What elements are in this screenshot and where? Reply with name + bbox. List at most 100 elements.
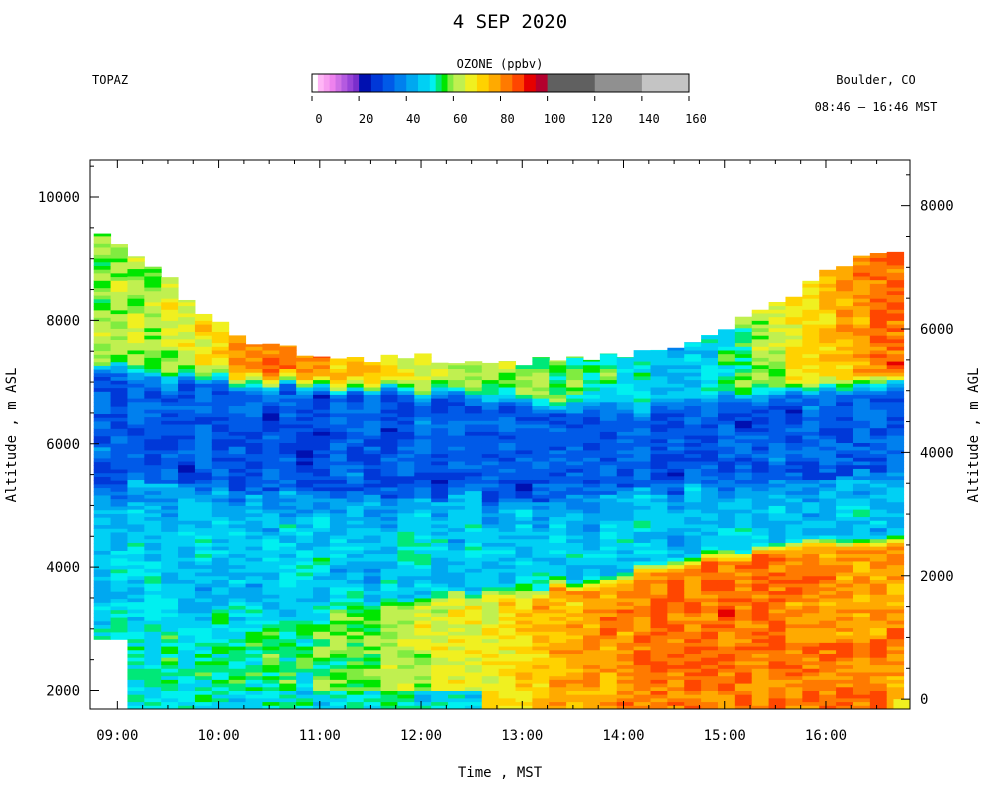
heatmap-cell [464, 564, 483, 569]
heatmap-cell [464, 586, 483, 592]
heatmap-cell [566, 664, 584, 669]
heatmap-cell [633, 572, 652, 577]
heatmap-cell [633, 379, 652, 384]
heatmap-cell [802, 431, 820, 436]
heatmap-cell [194, 616, 213, 621]
heatmap-cell [296, 657, 314, 662]
heatmap-cell [144, 498, 162, 503]
heatmap-cell [211, 523, 230, 529]
heatmap-cell [650, 409, 668, 414]
heatmap-cell [346, 416, 365, 421]
heatmap-cell [363, 553, 382, 558]
heatmap-cell [397, 364, 415, 369]
heatmap-cell [852, 646, 871, 651]
heatmap-cell [110, 620, 128, 625]
heatmap-cell [127, 671, 145, 677]
heatmap-cell [684, 342, 702, 347]
heatmap-cell [583, 671, 601, 677]
heatmap-cell [650, 516, 668, 521]
heatmap-cell [464, 486, 483, 492]
heatmap-cell [549, 557, 567, 562]
heatmap-cell [144, 671, 162, 677]
heatmap-cell [346, 620, 365, 625]
heatmap-cell [667, 694, 685, 699]
heatmap-cell [599, 683, 618, 688]
heatmap-cell [599, 531, 618, 536]
heatmap-cell [498, 516, 517, 521]
heatmap-cell [532, 401, 550, 407]
heatmap-cell [785, 361, 803, 366]
heatmap-cell [346, 390, 365, 395]
heatmap-cell [346, 472, 365, 477]
heatmap-cell [768, 612, 786, 617]
heatmap-cell [481, 364, 500, 369]
heatmap-cell [262, 364, 280, 369]
heatmap-cell [498, 583, 517, 588]
heatmap-cell [380, 627, 398, 632]
heatmap-cell [836, 705, 854, 710]
heatmap-cell [127, 597, 145, 603]
heatmap-cell [313, 409, 331, 414]
heatmap-cell [279, 668, 297, 673]
heatmap-cell [717, 416, 736, 421]
heatmap-cell [161, 390, 179, 395]
heatmap-cell [819, 609, 837, 614]
heatmap-cell [819, 390, 837, 395]
heatmap-cell [194, 594, 213, 599]
heatmap-cell [785, 579, 803, 584]
heatmap-cell [178, 564, 196, 569]
heatmap-cell [397, 509, 415, 514]
heatmap-cell [819, 283, 837, 288]
heatmap-cell [768, 538, 786, 543]
heatmap-cell [380, 390, 398, 395]
heatmap-cell [194, 697, 213, 703]
heatmap-cell [616, 668, 635, 673]
heatmap-cell [178, 516, 196, 521]
heatmap-cell [819, 583, 837, 588]
heatmap-cell [431, 694, 449, 699]
heatmap-cell [717, 494, 736, 499]
heatmap-cell [633, 364, 652, 369]
heatmap-cell [296, 675, 314, 680]
heatmap-cell [178, 335, 196, 340]
heatmap-cell [380, 449, 398, 455]
heatmap-cell [329, 653, 348, 658]
heatmap-cell [751, 464, 770, 469]
heatmap-cell [279, 383, 297, 388]
heatmap-cell [245, 438, 263, 444]
ozone-heatmap [93, 233, 910, 710]
heatmap-cell [599, 431, 618, 436]
heatmap-cell [329, 638, 348, 643]
heatmap-cell [448, 483, 466, 488]
heatmap-cell [768, 631, 786, 636]
heatmap-cell [178, 701, 196, 706]
heatmap-cell [431, 668, 449, 673]
heatmap-cell [93, 517, 112, 522]
heatmap-cell [397, 420, 415, 425]
heatmap-cell [734, 516, 753, 521]
heatmap-cell [549, 387, 567, 392]
heatmap-cell [245, 627, 263, 632]
heatmap-cell [144, 586, 162, 592]
heatmap-cell [414, 516, 432, 521]
heatmap-cell [481, 531, 500, 536]
heatmap-cell [329, 483, 348, 488]
heatmap-cell [684, 394, 702, 399]
heatmap-cell [380, 523, 398, 529]
heatmap-cell [329, 646, 348, 651]
heatmap-cell [515, 557, 533, 562]
heatmap-cell [431, 557, 449, 562]
heatmap-cell [110, 339, 128, 344]
colorbar-ticks: 0 20 40 60 80 100 120 140 160 [311, 96, 707, 126]
heatmap-cell [751, 416, 770, 421]
heatmap-cell [836, 679, 854, 684]
heatmap-cell [650, 527, 668, 532]
heatmap-cell [566, 557, 584, 562]
heatmap-cell [751, 320, 770, 325]
heatmap-cell [869, 705, 888, 710]
heatmap-cell [869, 387, 888, 392]
heatmap-cell [532, 531, 550, 536]
heatmap-cell [363, 597, 382, 603]
heatmap-cell [211, 553, 230, 558]
heatmap-cell [380, 594, 398, 599]
